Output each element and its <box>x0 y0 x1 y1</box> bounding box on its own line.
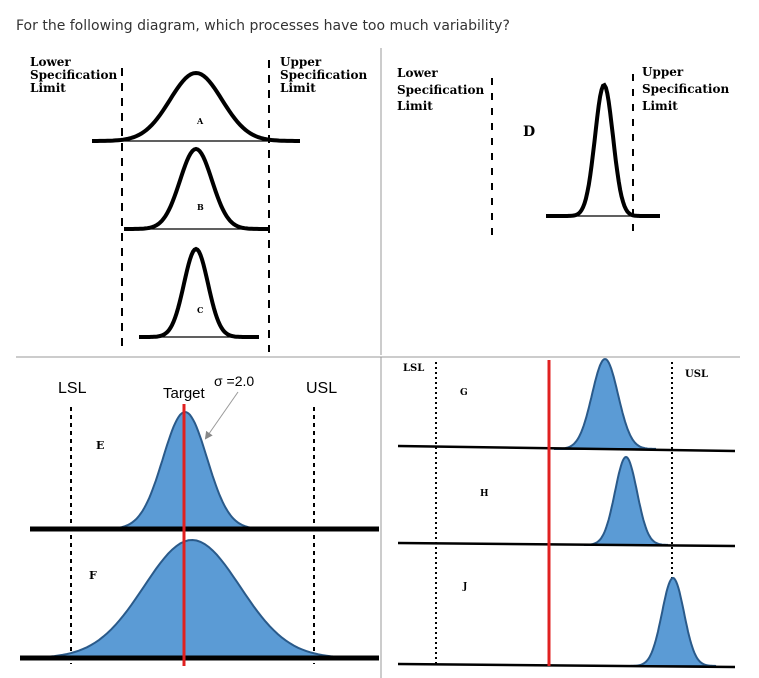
curve-c <box>139 246 259 339</box>
curve-b <box>124 146 268 231</box>
panel-bottom-left: LSL USL Target σ =2.0 E F <box>20 373 379 666</box>
curve-label-g: G <box>460 388 468 398</box>
curve-j <box>629 576 717 667</box>
lsl-label: LSL <box>58 380 87 397</box>
panel-top-left: Lower Specification Limit Upper Specific… <box>30 55 371 352</box>
curve-label-a: A <box>196 116 204 126</box>
curve-label-j: J <box>462 582 467 592</box>
baseline-g <box>397 444 736 453</box>
curve-h <box>584 455 668 546</box>
sigma-arrow <box>204 391 239 440</box>
curve-label-b: B <box>197 202 204 212</box>
panel-top-right: Lower Specification Limit Upper Specific… <box>397 65 733 235</box>
baseline-j <box>397 662 736 669</box>
curve-label-c: C <box>197 305 203 315</box>
curve-d <box>546 82 660 218</box>
curve-label-h: H <box>480 489 489 499</box>
lower-spec-label-d: Lower Specification Limit <box>397 66 488 113</box>
curve-a <box>92 70 300 143</box>
curve-label-d: D <box>523 124 535 140</box>
curve-g <box>554 357 656 450</box>
lsl-label-br: LSL <box>403 363 424 374</box>
panel-bottom-right: LSL USL G H J <box>397 357 736 669</box>
sigma-label: σ =2.0 <box>214 373 254 389</box>
curve-label-e: E <box>96 439 104 452</box>
upper-spec-label-d: Upper Specification Limit <box>642 65 733 113</box>
curve-label-f: F <box>89 569 97 582</box>
curve-f <box>29 538 356 659</box>
baseline-h <box>397 541 736 548</box>
usl-label-br: USL <box>685 369 708 380</box>
upper-spec-label: Upper Specification Limit <box>280 55 371 95</box>
target-label: Target <box>163 385 206 402</box>
usl-label: USL <box>306 380 337 397</box>
lower-spec-label: Lower Specification Limit <box>30 55 121 95</box>
question-text: For the following diagram, which process… <box>16 18 510 34</box>
